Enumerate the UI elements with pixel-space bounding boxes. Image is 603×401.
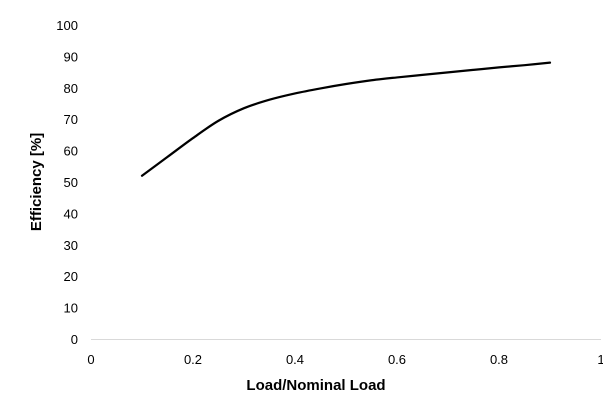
efficiency-series-line (140, 61, 552, 177)
y-tick-label: 10 (64, 301, 78, 316)
y-axis: 0 10 20 30 40 50 60 70 80 90 100 (56, 18, 78, 347)
x-tick-label: 0.2 (184, 352, 202, 367)
y-tick-label: 60 (64, 144, 78, 159)
y-tick-label: 80 (64, 81, 78, 96)
y-axis-title: Efficiency [%] (28, 133, 45, 231)
series-layer (140, 61, 552, 177)
x-axis: 0 0.2 0.4 0.6 0.8 1 (87, 339, 603, 367)
y-tick-label: 50 (64, 175, 78, 190)
y-tick-label: 20 (64, 269, 78, 284)
y-tick-label: 100 (56, 18, 78, 33)
y-tick-label: 30 (64, 238, 78, 253)
x-tick-label: 0.4 (286, 352, 304, 367)
y-tick-label: 90 (64, 49, 78, 64)
y-tick-label: 70 (64, 112, 78, 127)
x-tick-label: 0.8 (490, 352, 508, 367)
y-tick-label: 0 (71, 332, 78, 347)
x-tick-label: 0 (87, 352, 94, 367)
x-axis-title: Load/Nominal Load (246, 377, 385, 394)
x-tick-label: 0.6 (388, 352, 406, 367)
y-tick-label: 40 (64, 206, 78, 221)
x-tick-label: 1 (597, 352, 603, 367)
